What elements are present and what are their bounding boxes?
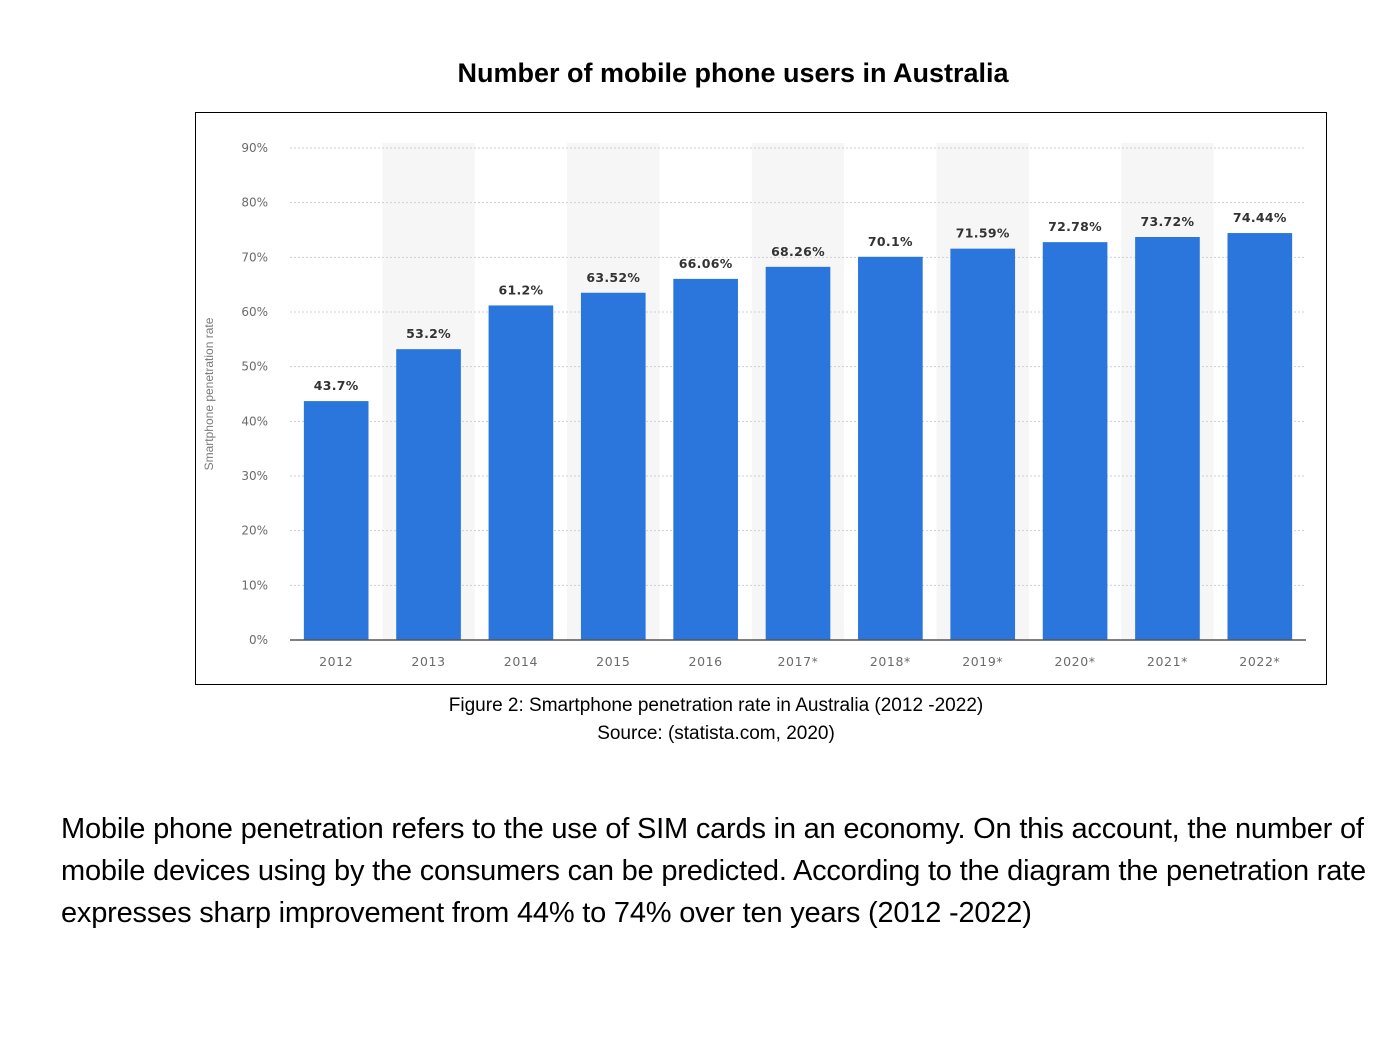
x-tick-label: 2016 bbox=[689, 654, 723, 669]
x-tick-label: 2012 bbox=[319, 654, 353, 669]
data-label: 71.59% bbox=[956, 226, 1010, 241]
x-tick-label: 2017* bbox=[777, 654, 818, 669]
y-tick-label: 20% bbox=[241, 524, 268, 538]
bar bbox=[396, 349, 461, 640]
x-tick-label: 2019* bbox=[962, 654, 1003, 669]
bar bbox=[303, 401, 369, 640]
figure-source: Source: (statista.com, 2020) bbox=[597, 723, 835, 744]
data-label: 73.72% bbox=[1141, 214, 1195, 229]
bar bbox=[673, 278, 738, 640]
y-tick-label: 0% bbox=[249, 633, 268, 647]
y-tick-label: 80% bbox=[241, 196, 268, 210]
chart-frame: 0% 10% 20% 30% 40% 50% 60% 70% 80% 90% 43.7% 53.2%… bbox=[195, 112, 1327, 685]
bar-chart: 0% 10% 20% 30% 40% 50% 60% 70% 80% 90% 43.7% 53.2%… bbox=[202, 141, 1306, 669]
body-paragraph: Mobile phone penetration refers to the u… bbox=[61, 813, 1366, 929]
data-label: 53.2% bbox=[406, 326, 451, 341]
y-tick-label: 30% bbox=[241, 469, 268, 483]
data-label: 72.78% bbox=[1048, 219, 1102, 234]
y-tick-label: 50% bbox=[241, 360, 268, 374]
bar bbox=[858, 256, 923, 640]
y-tick-label: 90% bbox=[241, 141, 268, 155]
bar bbox=[1042, 242, 1108, 641]
x-tick-label: 2021* bbox=[1147, 654, 1188, 669]
figure-caption: Figure 2: Smartphone penetration rate in… bbox=[448, 695, 984, 716]
bar bbox=[580, 292, 646, 640]
x-tick-label: 2022* bbox=[1239, 654, 1280, 669]
y-tick-label: 40% bbox=[241, 414, 268, 428]
bars bbox=[303, 233, 1293, 641]
data-label: 63.52% bbox=[586, 270, 640, 285]
y-axis-ticks: 0% 10% 20% 30% 40% 50% 60% 70% 80% 90% bbox=[241, 141, 268, 647]
y-tick-label: 70% bbox=[241, 250, 268, 264]
data-label: 61.2% bbox=[498, 282, 543, 297]
x-tick-label: 2018* bbox=[870, 654, 911, 669]
x-axis-ticks: 2012 2013 2014 2015 2016 2017* 2018* 2019* 2020*… bbox=[319, 654, 1280, 669]
data-label: 68.26% bbox=[771, 244, 825, 259]
y-axis-label: Smartphone penetration rate bbox=[202, 317, 216, 470]
bar bbox=[1135, 236, 1200, 641]
x-tick-label: 2014 bbox=[504, 654, 538, 669]
y-tick-label: 10% bbox=[241, 578, 268, 592]
data-labels: 43.7% 53.2% 61.2% 63.52% 66.06% 68.26% 70.1% 71… bbox=[314, 210, 1287, 393]
data-label: 74.44% bbox=[1233, 210, 1287, 225]
data-label: 43.7% bbox=[314, 378, 359, 393]
data-label: 66.06% bbox=[679, 256, 733, 271]
bar bbox=[1227, 233, 1293, 640]
x-tick-label: 2013 bbox=[411, 654, 445, 669]
x-tick-label: 2015 bbox=[596, 654, 630, 669]
bar bbox=[488, 305, 554, 640]
slide-title: Number of mobile phone users in Australi… bbox=[457, 58, 1009, 88]
y-tick-label: 60% bbox=[241, 305, 268, 319]
bar bbox=[765, 266, 831, 640]
data-label: 70.1% bbox=[868, 234, 913, 249]
bar bbox=[950, 248, 1016, 640]
x-tick-label: 2020* bbox=[1055, 654, 1096, 669]
